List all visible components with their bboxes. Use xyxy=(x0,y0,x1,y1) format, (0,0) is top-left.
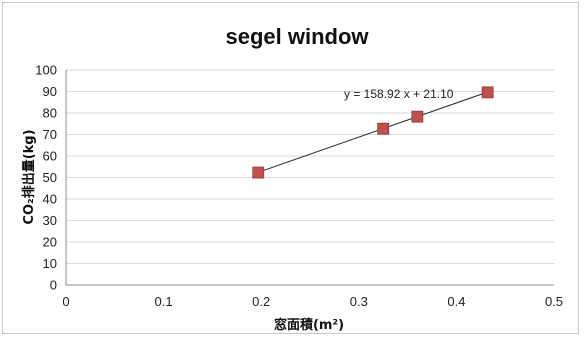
x-tick-label-0.4: 0.4 xyxy=(447,294,465,309)
x-tick-labels: 0 0.1 0.2 0.3 0.4 0.5 xyxy=(62,294,563,309)
trendline-equation: y = 158.92 x + 21.10 xyxy=(344,87,454,101)
data-point-4 xyxy=(481,86,494,99)
x-tick-label-0.2: 0.2 xyxy=(252,294,270,309)
y-tick-labels: 0 10 20 30 40 50 60 70 80 90 100 xyxy=(35,63,57,293)
y-tick-label-40: 40 xyxy=(43,192,57,207)
y-tick-label-10: 10 xyxy=(43,256,57,271)
data-points xyxy=(252,86,494,179)
y-tick-label-50: 50 xyxy=(43,170,57,185)
trendline xyxy=(258,91,488,173)
y-tick-label-30: 30 xyxy=(43,213,57,228)
gridlines xyxy=(66,69,554,264)
data-point-1 xyxy=(252,166,265,179)
x-tick-label-0.3: 0.3 xyxy=(350,294,368,309)
chart-frame xyxy=(2,2,579,334)
y-axis-label: CO₂排出量(kg) xyxy=(21,129,37,224)
y-tick-label-70: 70 xyxy=(43,127,57,142)
y-tick-label-100: 100 xyxy=(35,63,57,78)
data-point-3 xyxy=(411,110,424,123)
y-tick-label-0: 0 xyxy=(50,278,57,293)
x-axis-label: 窓面積(m²) xyxy=(274,317,344,333)
x-tick-label-0: 0 xyxy=(62,294,69,309)
y-tick-label-80: 80 xyxy=(43,106,57,121)
x-tick-label-0.1: 0.1 xyxy=(155,294,173,309)
chart-title: segel window xyxy=(225,24,369,49)
y-tick-label-20: 20 xyxy=(43,235,57,250)
data-point-2 xyxy=(377,122,390,135)
y-tick-label-60: 60 xyxy=(43,149,57,164)
y-tick-label-90: 90 xyxy=(43,84,57,99)
x-tick-label-0.5: 0.5 xyxy=(545,294,563,309)
